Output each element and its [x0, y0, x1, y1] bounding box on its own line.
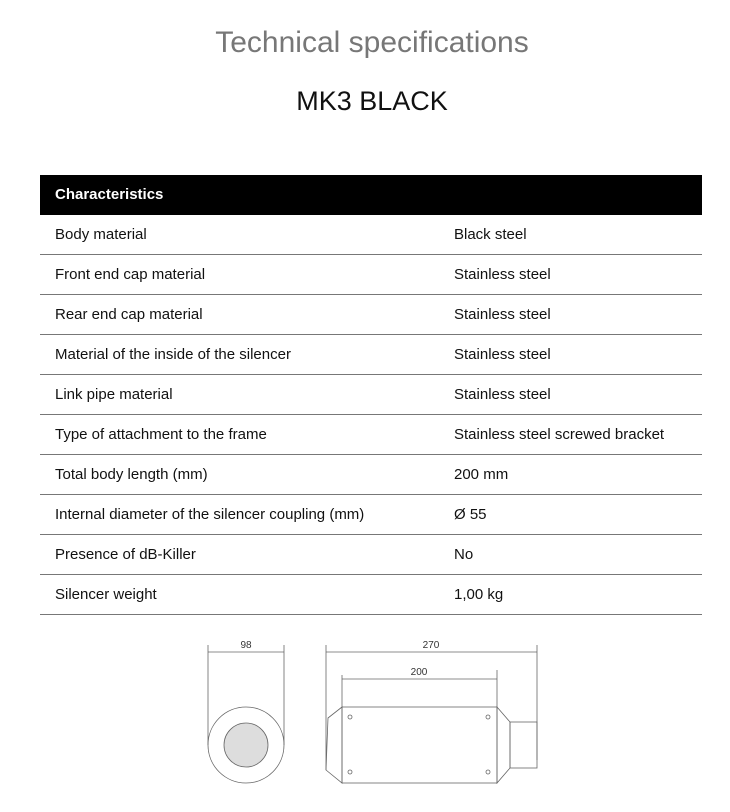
spec-label: Material of the inside of the silencer: [55, 346, 291, 363]
spec-value: 1,00 kg: [454, 586, 504, 603]
spec-value: 200 mm: [454, 466, 509, 483]
spec-label: Presence of dB-Killer: [55, 546, 196, 563]
spec-value: Stainless steel: [454, 306, 551, 323]
spec-value: Stainless steel: [454, 386, 551, 403]
silencer-outline: [207, 645, 538, 785]
spec-label: Internal diameter of the silencer coupli…: [55, 506, 365, 523]
table-row: Presence of dB-Killer No: [40, 535, 702, 575]
spec-value: No: [454, 546, 474, 563]
spec-value: Black steel: [454, 226, 527, 243]
spec-label: Link pipe material: [55, 386, 173, 403]
table-row: Material of the inside of the silencer St…: [40, 335, 702, 375]
spec-label: Front end cap material: [55, 266, 206, 283]
table-body: Body material Black steel Front end cap ma…: [40, 215, 702, 615]
spec-value: Stainless steel: [454, 346, 551, 363]
spec-label: Rear end cap material: [55, 306, 203, 323]
spec-label: Total body length (mm): [55, 466, 208, 483]
table-row: Link pipe material Stainless steel: [40, 375, 702, 415]
spec-value: Ø 55: [454, 506, 487, 523]
table-header: Characteristics: [40, 175, 702, 215]
table-row: Body material Black steel: [40, 215, 702, 255]
table-row: Internal diameter of the silencer coupli…: [40, 495, 702, 535]
table-row: Silencer weight 1,00 kg: [40, 575, 702, 615]
diameter-dimension: 98: [240, 640, 252, 651]
body-length-dimension: 200: [411, 667, 428, 678]
spec-label: Body material: [55, 226, 147, 243]
table-row: Type of attachment to the frame Stainless…: [40, 415, 702, 455]
spec-label: Type of attachment to the frame: [55, 426, 267, 443]
spec-label: Silencer weight: [55, 586, 157, 603]
page-title: Technical specifications: [215, 26, 529, 59]
model-name: MK3 BLACK: [296, 86, 448, 116]
spec-value: Stainless steel: [454, 266, 551, 283]
total-length-dimension: 270: [423, 640, 440, 651]
table-row: Rear end cap material Stainless steel: [40, 295, 702, 335]
spec-value: Stainless steel screwed bracket: [454, 426, 665, 443]
silencer-drawing: 98 270 200: [207, 640, 538, 785]
table-row: Total body length (mm) 200 mm: [40, 455, 702, 495]
spec-table: Characteristics Body material Black steel…: [40, 175, 702, 615]
table-row: Front end cap material Stainless steel: [40, 255, 702, 295]
